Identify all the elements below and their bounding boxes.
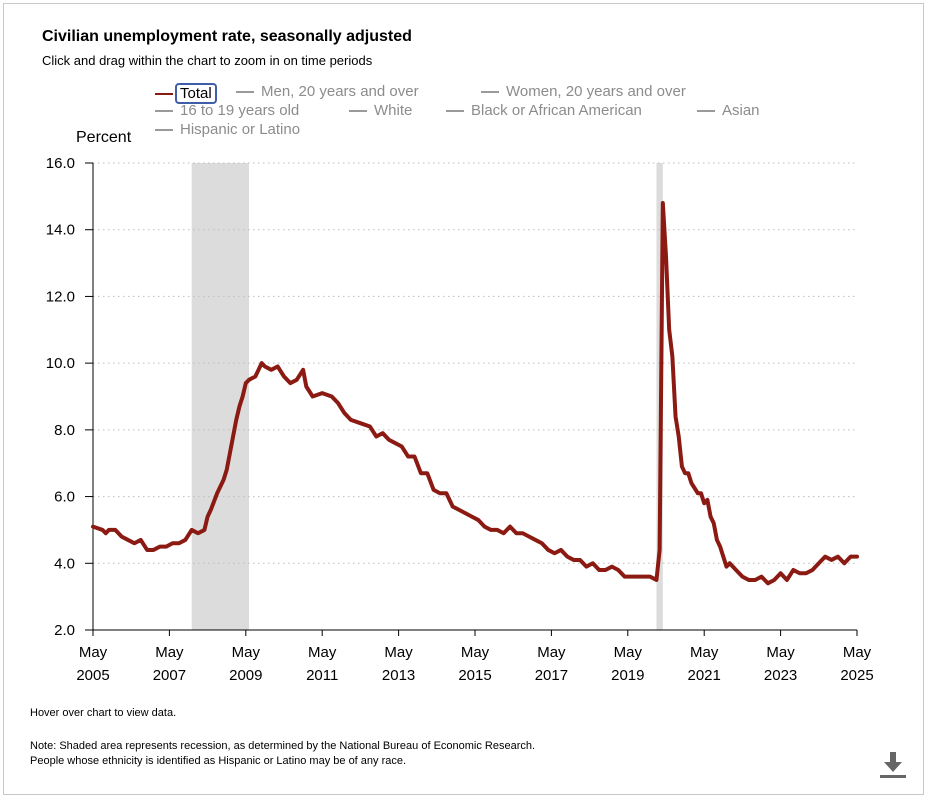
x-tick-year-label: 2017 — [535, 667, 568, 684]
chart-frame — [3, 3, 924, 795]
y-axis-label: Percent — [76, 129, 132, 146]
recession-layer — [191, 163, 663, 630]
x-tick-year-label: 2025 — [840, 667, 873, 684]
y-tick-label: 16.0 — [46, 155, 75, 172]
footnote: Note: Shaded area represents recession, … — [30, 739, 535, 769]
x-tick-month-label: May — [537, 644, 566, 661]
legend-label: Hispanic or Latino — [180, 121, 301, 138]
hover-instruction: Hover over chart to view data. — [30, 707, 177, 719]
x-tick-year-label: 2023 — [764, 667, 797, 684]
legend-label: 16 to 19 years old — [180, 102, 300, 119]
footnote-line-2: People whose ethnicity is identified as … — [30, 755, 407, 767]
legend: Total Men, 20 years and over Women, 20 y… — [0, 0, 929, 140]
chart-subtitle: Click and drag within the chart to zoom … — [42, 53, 373, 68]
x-tick-month-label: May — [79, 644, 108, 661]
x-tick-month-label: May — [843, 644, 872, 661]
legend-item-women-20-and-over[interactable]: Women, 20 years and over — [481, 83, 686, 100]
y-tick-label: 8.0 — [54, 422, 75, 439]
x-tick-month-label: May — [766, 644, 795, 661]
legend-label: Black or African American — [471, 102, 642, 119]
tick-layer: 2.0 4.0 6.0 8.0 10.0 12.0 14.0 16.0 May 2005 May 20… — [46, 155, 874, 684]
x-tick-month-label: May — [232, 644, 261, 661]
x-tick-month-label: May — [155, 644, 184, 661]
x-tick-month-label: May — [461, 644, 490, 661]
legend-label: Asian — [722, 102, 760, 119]
legend-item-16-to-19[interactable]: 16 to 19 years old — [155, 102, 299, 119]
series-layer — [91, 201, 859, 586]
x-tick-month-label: May — [614, 644, 643, 661]
y-tick-label: 14.0 — [46, 222, 75, 239]
download-arrow-icon — [880, 752, 906, 778]
x-tick-year-label: 2015 — [458, 667, 491, 684]
recession-band-1 — [191, 163, 249, 630]
legend-item-total[interactable]: Total — [155, 83, 217, 104]
legend-item-hispanic[interactable]: Hispanic or Latino — [155, 121, 300, 138]
y-tick-label: 4.0 — [54, 555, 75, 572]
unemployment-line-chart[interactable]: 2.0 4.0 6.0 8.0 10.0 12.0 14.0 16.0 May 2005 May 20… — [0, 0, 929, 700]
legend-label: Total — [175, 83, 217, 104]
legend-line-icon — [349, 109, 367, 112]
y-tick-label: 6.0 — [54, 489, 75, 506]
x-tick-month-label: May — [308, 644, 337, 661]
legend-line-icon — [155, 109, 173, 112]
legend-line-icon — [155, 92, 173, 95]
x-tick-year-label: 2021 — [688, 667, 721, 684]
legend-item-black[interactable]: Black or African American — [446, 102, 642, 119]
chart-title: Civilian unemployment rate, seasonally a… — [42, 28, 412, 45]
y-tick-label: 10.0 — [46, 355, 75, 372]
x-tick-year-label: 2013 — [382, 667, 415, 684]
x-tick-month-label: May — [690, 644, 719, 661]
legend-line-icon — [481, 90, 499, 93]
legend-item-white[interactable]: White — [349, 102, 412, 119]
footnote-line-1: Note: Shaded area represents recession, … — [30, 740, 536, 752]
x-tick-year-label: 2009 — [229, 667, 262, 684]
legend-label: Women, 20 years and over — [506, 83, 686, 100]
y-tick-label: 2.0 — [54, 622, 75, 639]
y-tick-label: 12.0 — [46, 288, 75, 305]
download-icon[interactable] — [876, 750, 910, 780]
legend-line-icon — [236, 90, 254, 93]
series-line-total[interactable] — [91, 201, 859, 586]
x-tick-month-label: May — [384, 644, 413, 661]
legend-line-icon — [697, 109, 715, 112]
legend-item-asian[interactable]: Asian — [697, 102, 760, 119]
x-tick-year-label: 2007 — [153, 667, 186, 684]
legend-line-icon — [155, 128, 173, 131]
x-tick-year-label: 2011 — [306, 667, 338, 684]
legend-label: Men, 20 years and over — [261, 83, 419, 100]
x-tick-year-label: 2019 — [611, 667, 644, 684]
legend-item-men-20-and-over[interactable]: Men, 20 years and over — [236, 83, 419, 100]
legend-line-icon — [446, 109, 464, 112]
legend-label: White — [374, 102, 413, 119]
x-tick-year-label: 2005 — [76, 667, 109, 684]
